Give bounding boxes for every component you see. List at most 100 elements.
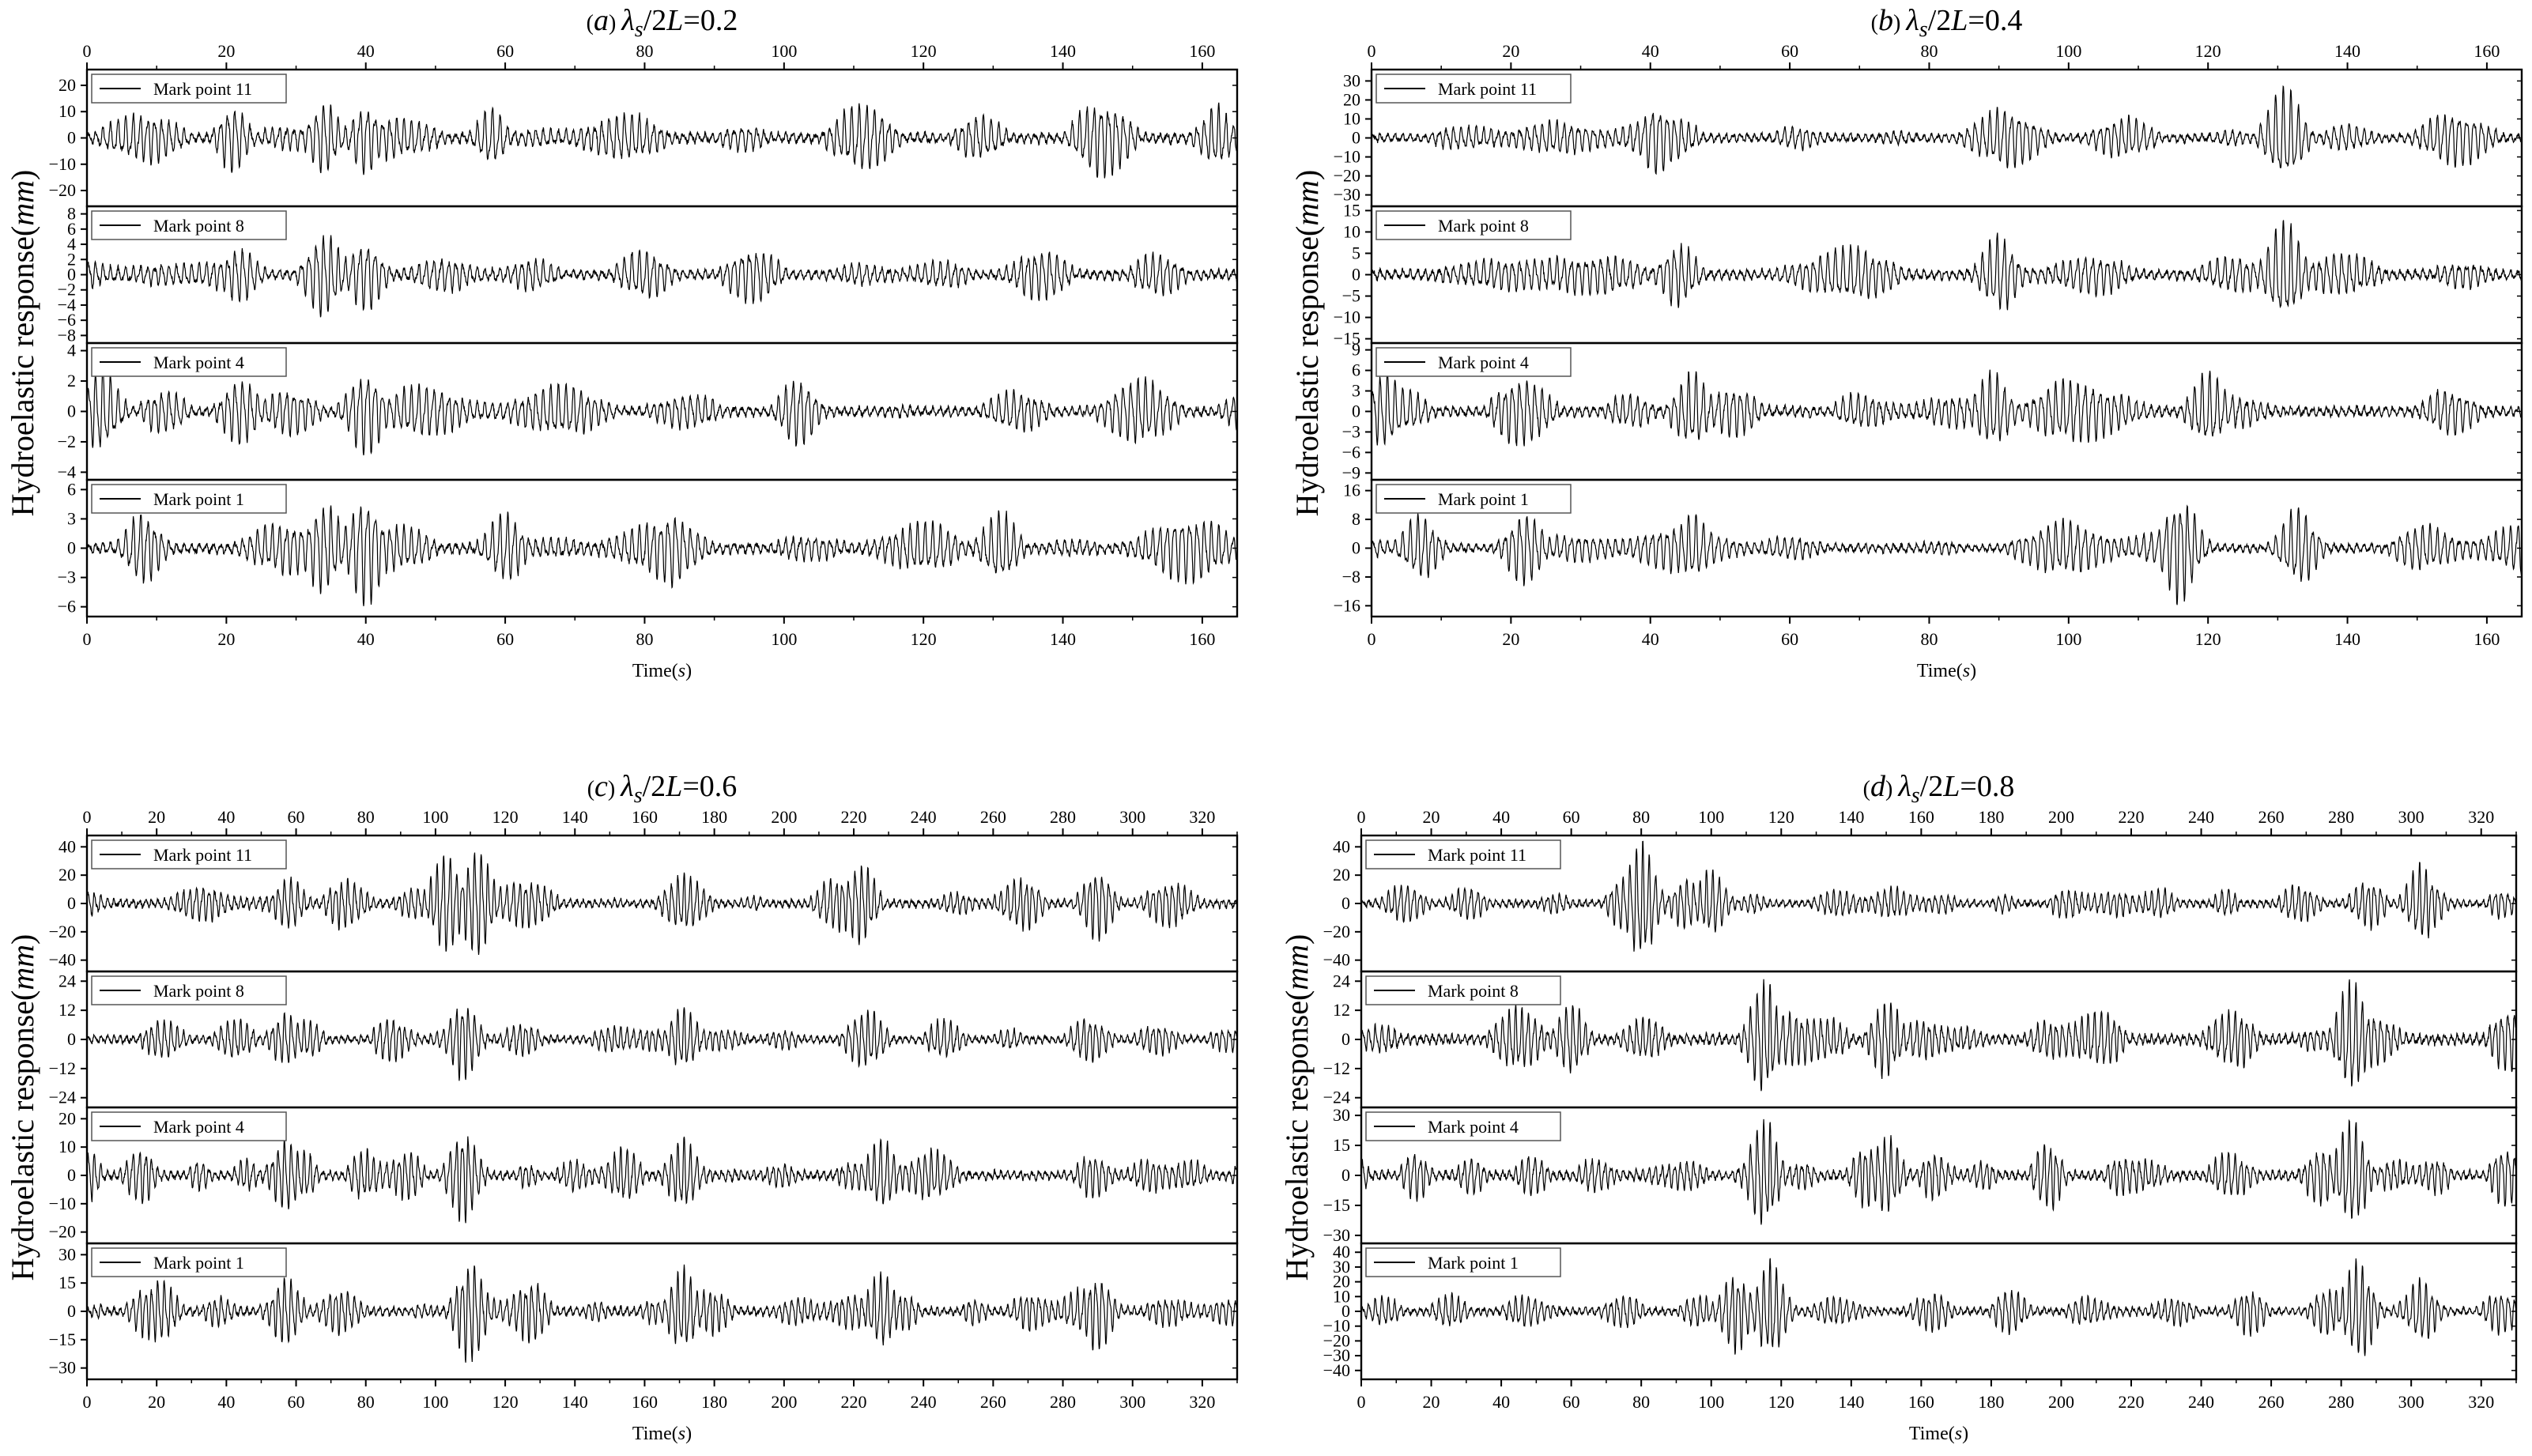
- bottom-x-tick-label: 200: [2048, 1392, 2074, 1412]
- top-x-tick-label: 160: [1189, 41, 1215, 61]
- series-line: [1361, 979, 2516, 1092]
- y-tick-label: 20: [1333, 1272, 1350, 1292]
- y-tick-label: 0: [1352, 128, 1360, 148]
- y-tick-label: −3: [1342, 421, 1360, 441]
- bottom-x-tick-label: 280: [2328, 1392, 2354, 1412]
- y-tick-label: −10: [1323, 1316, 1350, 1336]
- top-x-tick-label: 140: [2334, 41, 2360, 61]
- subplot-frame: [85, 478, 1239, 618]
- subplot-mark-point-1: 16 8 0 −8 −16 Mark point 1: [1334, 478, 2523, 618]
- top-x-tick-label: 320: [2468, 807, 2494, 827]
- top-x-tick-label: 240: [2188, 807, 2214, 827]
- bottom-x-tick-label: 260: [980, 1392, 1006, 1412]
- y-tick-label: 6: [67, 219, 76, 239]
- y-tick-label: 20: [58, 75, 76, 95]
- y-tick-label: 0: [67, 265, 76, 285]
- y-tick-label: −12: [49, 1058, 76, 1078]
- top-x-tick-label: 20: [1423, 807, 1440, 827]
- panel-title: (b) λs/2L=0.4: [1871, 4, 2023, 42]
- legend-label: Mark point 8: [153, 981, 244, 1001]
- bottom-x-tick-label: 40: [1492, 1392, 1510, 1412]
- y-tick-label: 4: [67, 234, 76, 254]
- y-tick-label: −6: [1342, 442, 1360, 462]
- bottom-x-tick-label: 60: [1781, 629, 1798, 649]
- y-axis-label: Hydroelastic response(mm): [1289, 170, 1325, 517]
- bottom-x-tick-label: 80: [636, 629, 653, 649]
- y-tick-label: −24: [1323, 1088, 1350, 1107]
- top-x-tick-label: 80: [636, 41, 653, 61]
- y-tick-label: 10: [1333, 1286, 1350, 1306]
- x-axis-label: Time(s): [1909, 1424, 1968, 1444]
- y-tick-label: −2: [58, 280, 76, 300]
- subplot-mark-point-11: 40 20 0 −20 −40 Mark point 11: [1323, 834, 2518, 973]
- bottom-x-tick-label: 320: [1189, 1392, 1215, 1412]
- series-line: [1372, 220, 2522, 311]
- y-tick-label: 10: [58, 101, 76, 121]
- y-tick-label: −6: [58, 310, 76, 330]
- top-x-tick-label: 200: [771, 807, 797, 827]
- bottom-x-tick-label: 100: [771, 629, 797, 649]
- top-x-tick-label: 280: [2328, 807, 2354, 827]
- y-tick-label: 24: [58, 971, 76, 990]
- y-tick-label: 10: [58, 1137, 76, 1156]
- top-x-tick-label: 120: [2195, 41, 2221, 61]
- y-tick-label: 3: [1352, 381, 1360, 401]
- y-tick-label: −20: [49, 1222, 76, 1242]
- y-tick-label: 24: [1333, 971, 1350, 990]
- top-x-tick-label: 320: [1189, 807, 1215, 827]
- y-tick-label: −30: [1334, 185, 1360, 205]
- legend-label: Mark point 4: [153, 353, 244, 372]
- top-x-tick-label: 80: [1632, 807, 1650, 827]
- y-tick-label: 30: [1333, 1105, 1350, 1125]
- subplot-mark-point-11: 20 10 0 −10 −20 Mark point 11: [49, 68, 1239, 208]
- bottom-x-tick-label: 160: [2474, 629, 2500, 649]
- x-axis-label: Time(s): [1917, 661, 1976, 681]
- y-tick-label: −20: [1334, 166, 1360, 186]
- y-tick-label: −20: [49, 922, 76, 941]
- bottom-x-tick-label: 140: [1838, 1392, 1864, 1412]
- y-tick-label: −3: [58, 568, 76, 587]
- bottom-x-tick-label: 0: [1357, 1392, 1366, 1412]
- y-tick-label: 0: [67, 1165, 76, 1185]
- top-x-tick-label: 60: [288, 807, 305, 827]
- bottom-x-tick-label: 260: [2258, 1392, 2285, 1412]
- bottom-x-tick-label: 160: [1908, 1392, 1934, 1412]
- y-tick-label: 12: [1333, 1000, 1350, 1020]
- bottom-x-tick-label: 100: [422, 1392, 448, 1412]
- legend-label: Mark point 11: [153, 845, 252, 865]
- top-x-tick-label: 60: [1563, 807, 1580, 827]
- legend-label: Mark point 8: [1438, 216, 1529, 236]
- legend-label: Mark point 8: [1428, 981, 1519, 1001]
- y-tick-label: 0: [1341, 893, 1350, 913]
- x-axis-label: Time(s): [632, 661, 692, 681]
- top-x-tick-label: 160: [632, 807, 658, 827]
- y-tick-label: 40: [1333, 1242, 1350, 1262]
- top-x-tick-label: 160: [1908, 807, 1934, 827]
- y-tick-label: 0: [67, 128, 76, 148]
- series-line: [87, 367, 1237, 456]
- bottom-x-tick-label: 120: [492, 1392, 519, 1412]
- legend-label: Mark point 1: [1438, 489, 1529, 509]
- bottom-x-tick-label: 20: [148, 1392, 165, 1412]
- bottom-x-tick-label: 180: [1978, 1392, 2004, 1412]
- y-tick-label: −16: [1334, 595, 1360, 615]
- legend-label: Mark point 8: [153, 216, 244, 236]
- bottom-x-tick-label: 300: [1119, 1392, 1145, 1412]
- subplot-mark-point-1: 30 15 0 −15 −30 Mark point 1: [49, 1242, 1239, 1381]
- series-line: [87, 102, 1237, 179]
- top-x-tick-label: 260: [980, 807, 1006, 827]
- y-tick-label: −24: [49, 1088, 76, 1107]
- legend-label: Mark point 1: [153, 1253, 244, 1273]
- y-tick-label: 0: [1352, 538, 1360, 558]
- subplot-frame: [85, 1242, 1239, 1381]
- bottom-x-tick-label: 240: [911, 1392, 937, 1412]
- y-tick-label: 4: [67, 341, 76, 360]
- series-line: [1361, 1258, 2516, 1356]
- y-tick-label: 40: [1333, 836, 1350, 856]
- y-tick-label: 30: [1333, 1257, 1350, 1277]
- top-x-tick-label: 120: [1768, 807, 1794, 827]
- top-x-tick-label: 0: [1368, 41, 1376, 61]
- y-tick-label: 6: [1352, 360, 1360, 380]
- legend-label: Mark point 11: [1428, 845, 1526, 865]
- legend-label: Mark point 1: [1428, 1253, 1519, 1273]
